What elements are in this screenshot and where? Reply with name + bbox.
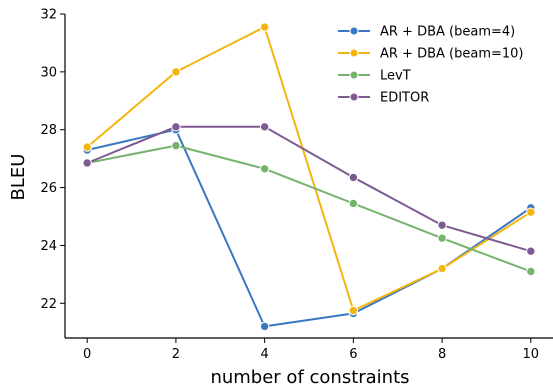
- data-point: [259, 164, 270, 174]
- x-tick-label: 6: [349, 347, 357, 362]
- x-tick-label: 2: [172, 347, 180, 362]
- legend-swatch-marker: [349, 70, 359, 80]
- data-point: [82, 142, 92, 152]
- legend-swatch-marker: [349, 48, 359, 58]
- data-point: [437, 220, 447, 230]
- legend-label: LevT: [380, 69, 411, 84]
- legend-swatch-marker: [349, 92, 359, 102]
- series-line: [87, 144, 532, 273]
- series-1: [82, 22, 536, 316]
- data-point: [437, 263, 447, 274]
- data-point: [437, 233, 447, 243]
- x-axis-label: number of constraints: [210, 367, 409, 387]
- legend-label: AR + DBA (beam=10): [380, 47, 524, 62]
- data-point: [259, 321, 270, 332]
- data-point: [348, 172, 359, 183]
- series-line: [86, 128, 532, 328]
- y-tick-label: 24: [40, 239, 57, 254]
- y-axis-label: BLEU: [8, 154, 29, 201]
- series-line: [86, 26, 532, 312]
- legend-label: EDITOR: [380, 91, 429, 106]
- data-point: [171, 140, 181, 151]
- data-point: [171, 67, 181, 77]
- x-tick-label: 0: [83, 347, 91, 362]
- data-point: [348, 198, 359, 209]
- legend-item: LevT: [338, 69, 411, 84]
- legend-item: EDITOR: [338, 91, 429, 106]
- series-0: [82, 125, 536, 332]
- data-point: [348, 305, 359, 316]
- data-point: [171, 122, 181, 132]
- x-tick-label: 10: [523, 347, 540, 362]
- series-2: [82, 140, 536, 277]
- data-point: [526, 266, 536, 277]
- y-tick-label: 30: [40, 65, 57, 80]
- y-tick-label: 28: [40, 123, 57, 138]
- x-tick-label: 4: [260, 347, 268, 362]
- x-tick-label: 8: [438, 347, 446, 362]
- legend-swatch-marker: [349, 26, 359, 36]
- data-point: [82, 158, 92, 168]
- series-line: [86, 125, 532, 253]
- data-point: [526, 207, 536, 217]
- data-point: [259, 22, 270, 32]
- data-point: [526, 246, 536, 256]
- legend: AR + DBA (beam=4) AR + DBA (beam=10) LevT E…: [338, 25, 524, 106]
- plot-marks: [82, 22, 536, 332]
- series-3: [82, 122, 536, 256]
- data-point: [259, 122, 270, 132]
- y-tick-label: 26: [40, 181, 57, 196]
- legend-item: AR + DBA (beam=10): [338, 47, 524, 62]
- legend-label: AR + DBA (beam=4): [380, 25, 515, 40]
- y-tick-label: 22: [40, 297, 57, 312]
- y-tick-label: 32: [40, 8, 57, 23]
- legend-item: AR + DBA (beam=4): [338, 25, 515, 40]
